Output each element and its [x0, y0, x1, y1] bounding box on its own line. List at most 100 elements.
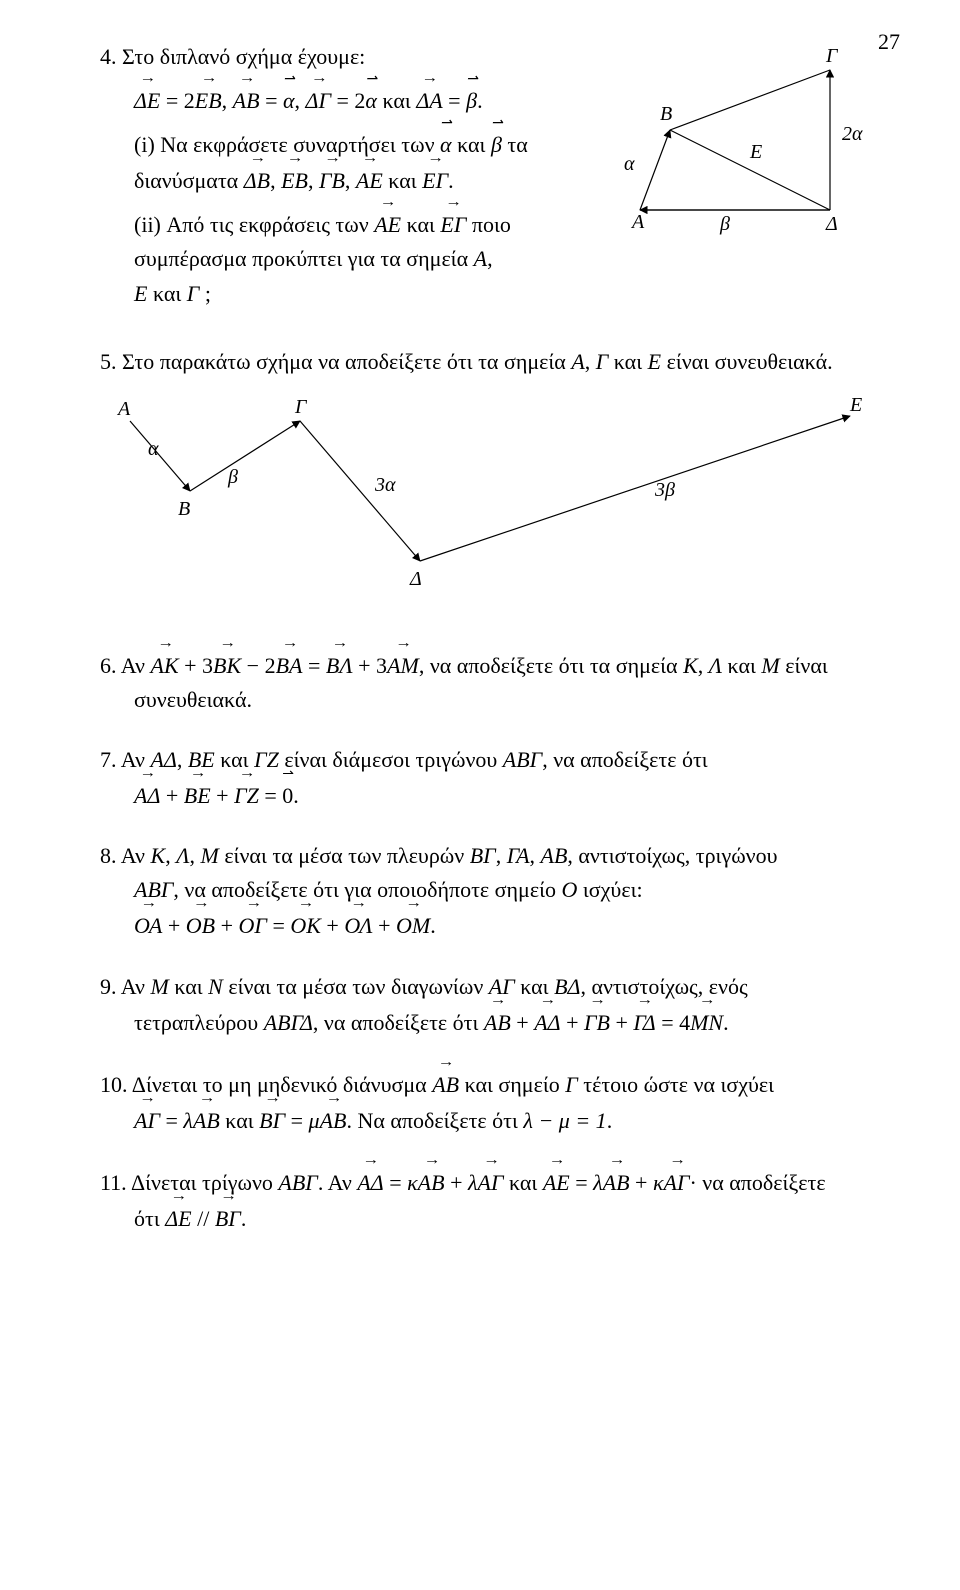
- figure-4-svg: Α Δ Β Γ Ε α⃗ α β⃗ 2α⃗: [590, 40, 890, 250]
- t: συνευθειακά.: [134, 687, 252, 712]
- vec-ab: ΑΒ: [233, 82, 260, 118]
- t: και: [169, 974, 208, 999]
- page-number: 27: [878, 25, 900, 59]
- sym: Α: [474, 246, 487, 271]
- sym: Λ: [176, 843, 189, 868]
- problem-8: 8. Αν Κ, Λ, Μ είναι τα μέσα των πλευρών …: [100, 839, 890, 943]
- sym: κ: [407, 1170, 418, 1195]
- t: ,: [530, 843, 541, 868]
- v: ΔΒ: [244, 162, 270, 198]
- p6-number: 6.: [100, 653, 117, 678]
- p4-i: (i) Να εκφράσετε συναρτήσει των α και β …: [134, 126, 590, 198]
- v: ΑΕ: [374, 206, 401, 242]
- sym: Ν: [208, 974, 223, 999]
- t: · να αποδείξετε: [689, 1170, 825, 1195]
- sym: ΑΒ: [541, 843, 568, 868]
- v: ΑΓ: [134, 1102, 160, 1138]
- sym: Κ: [683, 653, 698, 678]
- figure-5-svg: Α Β Γ Δ Ε α⃗ β⃗ 3α⃗ 3β⃗: [100, 391, 870, 611]
- lbl-a: α⃗: [624, 153, 650, 175]
- t: , να αποδείξετε ότι τα σημεία: [419, 653, 683, 678]
- lbl: β⃗: [227, 466, 254, 488]
- vec-beta: β: [491, 126, 502, 162]
- t: είναι διάμεσοι τριγώνου: [279, 747, 503, 772]
- t: και: [503, 1170, 542, 1195]
- v: ΔΕ: [165, 1200, 191, 1236]
- t: ,: [189, 843, 200, 868]
- t: και: [452, 132, 491, 157]
- t: − 2: [241, 653, 275, 678]
- v: ΒΛ: [326, 647, 353, 683]
- v: ΑΒ: [320, 1102, 347, 1138]
- t: + 3: [179, 653, 213, 678]
- t: .: [293, 783, 299, 808]
- lbl-G: Γ: [825, 45, 839, 67]
- p8-eq: ΟΑ + ΟΒ + ΟΓ = ΟΚ + ΟΛ + ΟΜ.: [134, 913, 436, 938]
- t: ,: [698, 653, 709, 678]
- sym: λ: [183, 1108, 193, 1133]
- t: .: [607, 1108, 613, 1133]
- t: και: [608, 349, 647, 374]
- problem-10: 10. Δίνεται το μη μηδενικό διάνυσμα ΑΒ κ…: [100, 1066, 890, 1138]
- sym: ΒΓ: [470, 843, 496, 868]
- sym: ΓΑ: [507, 843, 530, 868]
- v: ΑΒ: [603, 1164, 630, 1200]
- vec-alpha: α: [283, 82, 295, 118]
- t: Αν: [121, 653, 151, 678]
- t: +: [321, 913, 344, 938]
- t: +: [511, 1010, 534, 1035]
- v: ΜΝ: [690, 1004, 723, 1040]
- t: ,: [345, 168, 356, 193]
- p8-number: 8.: [100, 843, 117, 868]
- problem-5: 5. Στο παρακάτω σχήμα να αποδείξετε ότι …: [100, 345, 890, 621]
- problem-5-figure: Α Β Γ Δ Ε α⃗ β⃗ 3α⃗ 3β⃗: [100, 391, 890, 621]
- lbl: 3α⃗: [374, 474, 411, 496]
- t: ,: [585, 349, 596, 374]
- t: .: [723, 1010, 729, 1035]
- v: ΓΒ: [319, 162, 345, 198]
- t: ποιο: [466, 212, 511, 237]
- t: +: [160, 783, 183, 808]
- t: Αν: [121, 974, 151, 999]
- t: +: [610, 1010, 633, 1035]
- t: ,: [270, 168, 281, 193]
- t: Στο παρακάτω σχήμα να αποδείξετε ότι τα …: [122, 349, 571, 374]
- t: .: [448, 168, 454, 193]
- sym: Γ: [187, 281, 200, 306]
- t: ,: [222, 88, 233, 113]
- t: και: [722, 653, 761, 678]
- t: και: [220, 1108, 259, 1133]
- p4-intro: Στο διπλανό σχήμα έχουμε:: [122, 44, 365, 69]
- sym: ΑΒΓ: [278, 1170, 317, 1195]
- t: ;: [199, 281, 211, 306]
- t: τέτοιο ώστε να ισχύει: [578, 1072, 774, 1097]
- t: συμπέρασμα προκύπτει για τα σημεία: [134, 246, 474, 271]
- v: ΟΚ: [290, 907, 321, 943]
- t: , να αποδείξετε ότι: [313, 1010, 484, 1035]
- t: //: [192, 1206, 215, 1231]
- t: =: [443, 88, 466, 113]
- t: τετραπλεύρου ΑΒΓΔ, να αποδείξετε ότι ΑΒ …: [134, 1010, 729, 1035]
- t: είναι συνευθειακά.: [661, 349, 833, 374]
- v: ΟΛ: [344, 907, 372, 943]
- t: και σημείο: [459, 1072, 565, 1097]
- t: και: [382, 88, 416, 113]
- t: τα: [502, 132, 528, 157]
- lbl-B: Β: [660, 103, 672, 125]
- lbl-A: Α: [630, 211, 645, 233]
- v: ΑΓ: [664, 1164, 690, 1200]
- t: =: [570, 1170, 593, 1195]
- p4-number: 4.: [100, 44, 117, 69]
- v: ΒΓ: [215, 1200, 241, 1236]
- t: .: [241, 1206, 247, 1231]
- sym: Α: [571, 349, 584, 374]
- p7-eq: ΑΔ + ΒΕ + ΓΖ = 0.: [134, 783, 299, 808]
- t: Αν: [121, 843, 151, 868]
- t: =: [285, 1108, 308, 1133]
- v: ΓΒ: [584, 1004, 610, 1040]
- sym: Μ: [200, 843, 218, 868]
- t: , αντιστοίχως, τριγώνου: [567, 843, 777, 868]
- p4-intro-line: 4. Στο διπλανό σχήμα έχουμε:: [100, 40, 590, 74]
- v: ΑΒ: [484, 1004, 511, 1040]
- t: +: [211, 783, 234, 808]
